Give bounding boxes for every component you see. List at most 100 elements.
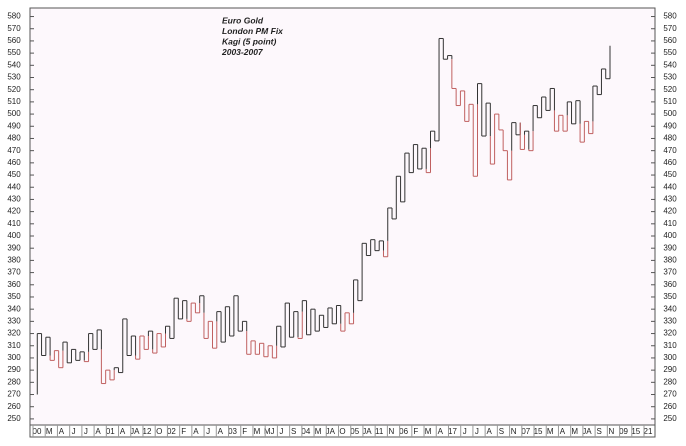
- y-tick-label-right: 480: [663, 134, 677, 143]
- x-tick-label: 05: [350, 427, 359, 436]
- x-tick-label: A: [120, 427, 126, 436]
- y-tick-label-right: 470: [663, 146, 677, 155]
- x-tick-label: O: [339, 427, 345, 436]
- x-tick-label: 07: [521, 427, 530, 436]
- x-tick-label: F: [181, 427, 186, 436]
- y-tick-label: 570: [7, 24, 21, 33]
- y-tick-label: 580: [7, 12, 21, 21]
- y-tick-label: 430: [7, 195, 21, 204]
- x-tick-label: N: [608, 427, 614, 436]
- y-tick-label-right: 320: [663, 329, 677, 338]
- y-tick-label-right: 460: [663, 158, 677, 167]
- x-tick-label: S: [596, 427, 601, 436]
- x-tick-label: A: [218, 427, 224, 436]
- x-tick-label: M: [571, 427, 578, 436]
- x-tick-label: N: [511, 427, 517, 436]
- y-tick-label-right: 330: [663, 316, 677, 325]
- y-tick-label: 250: [7, 414, 21, 423]
- y-tick-label-right: 560: [663, 36, 677, 45]
- y-tick-label: 290: [7, 365, 21, 374]
- y-tick-label-right: 300: [663, 353, 677, 362]
- y-tick-label-right: 580: [663, 12, 677, 21]
- y-tick-label: 410: [7, 219, 21, 228]
- y-tick-label-right: 280: [663, 377, 677, 386]
- x-tick-label: MJ: [264, 427, 275, 436]
- y-tick-label-right: 550: [663, 48, 677, 57]
- y-tick-label: 260: [7, 402, 21, 411]
- y-tick-label-right: 570: [663, 24, 677, 33]
- x-tick-label: M: [547, 427, 554, 436]
- y-tick-label: 560: [7, 36, 21, 45]
- y-tick-label: 470: [7, 146, 21, 155]
- x-tick-label: M: [254, 427, 261, 436]
- x-tick-label: JA: [326, 427, 336, 436]
- y-tick-label: 390: [7, 243, 21, 252]
- y-tick-label-right: 360: [663, 280, 677, 289]
- y-tick-label-right: 440: [663, 182, 677, 191]
- y-tick-label: 510: [7, 97, 21, 106]
- y-tick-label: 320: [7, 329, 21, 338]
- x-axis-strip: [29, 424, 656, 438]
- y-tick-label: 350: [7, 292, 21, 301]
- y-tick-label-right: 290: [663, 365, 677, 374]
- x-tick-label: 03: [228, 427, 237, 436]
- x-tick-label: JA: [582, 427, 592, 436]
- y-tick-label: 480: [7, 134, 21, 143]
- plot-area: [29, 7, 656, 426]
- x-tick-label: 00: [33, 427, 42, 436]
- y-tick-label: 540: [7, 60, 21, 69]
- y-tick-label: 330: [7, 316, 21, 325]
- x-tick-label: 04: [301, 427, 310, 436]
- x-tick-label: N: [388, 427, 394, 436]
- x-tick-label: A: [193, 427, 199, 436]
- y-tick-label-right: 380: [663, 256, 677, 265]
- x-tick-label: M: [46, 427, 53, 436]
- y-tick-label: 270: [7, 390, 21, 399]
- y-tick-label: 460: [7, 158, 21, 167]
- x-tick-label: M: [425, 427, 432, 436]
- chart-title: Euro Gold: [222, 15, 264, 25]
- y-tick-label-right: 450: [663, 170, 677, 179]
- y-tick-label: 340: [7, 304, 21, 313]
- y-tick-label: 530: [7, 73, 21, 82]
- x-tick-label: JA: [130, 427, 140, 436]
- chart-title: 2003-2007: [221, 47, 264, 57]
- x-tick-label: 15: [631, 427, 640, 436]
- y-tick-label: 550: [7, 48, 21, 57]
- y-tick-label-right: 340: [663, 304, 677, 313]
- y-tick-label-right: 510: [663, 97, 677, 106]
- y-tick-label: 380: [7, 256, 21, 265]
- y-tick-label-right: 530: [663, 73, 677, 82]
- y-tick-label-right: 490: [663, 121, 677, 130]
- x-tick-label: O: [156, 427, 162, 436]
- x-tick-label: A: [560, 427, 566, 436]
- y-tick-label-right: 420: [663, 207, 677, 216]
- x-tick-label: JA: [362, 427, 372, 436]
- y-tick-label: 420: [7, 207, 21, 216]
- y-tick-label: 280: [7, 377, 21, 386]
- x-tick-label: S: [499, 427, 504, 436]
- y-tick-label: 370: [7, 268, 21, 277]
- y-tick-label-right: 540: [663, 60, 677, 69]
- x-tick-label: A: [486, 427, 492, 436]
- y-tick-label-right: 370: [663, 268, 677, 277]
- chart-title: Kagi (5 point): [222, 36, 276, 46]
- y-tick-label-right: 390: [663, 243, 677, 252]
- y-tick-label-right: 400: [663, 231, 677, 240]
- y-tick-label-right: 410: [663, 219, 677, 228]
- x-tick-label: J: [84, 427, 88, 436]
- y-tick-label-right: 500: [663, 109, 677, 118]
- y-tick-label-right: 270: [663, 390, 677, 399]
- y-tick-label-right: 250: [663, 414, 677, 423]
- x-tick-label: 01: [106, 427, 115, 436]
- y-tick-label: 450: [7, 170, 21, 179]
- x-tick-label: J: [279, 427, 283, 436]
- x-tick-label: 09: [619, 427, 628, 436]
- x-tick-label: F: [242, 427, 247, 436]
- x-tick-label: 12: [143, 427, 152, 436]
- x-tick-label: A: [438, 427, 444, 436]
- x-tick-label: 21: [644, 427, 653, 436]
- x-tick-label: 06: [399, 427, 408, 436]
